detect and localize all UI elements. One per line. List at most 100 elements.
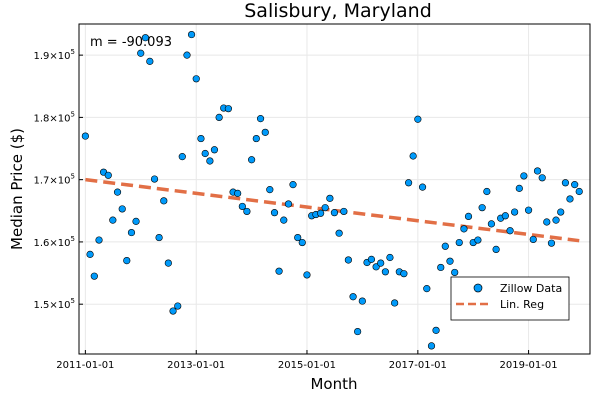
data-point bbox=[118, 205, 126, 213]
x-tick-label: 2015-01-01 bbox=[278, 360, 336, 371]
y-tick-label: 1.7×105 bbox=[34, 173, 75, 187]
y-tick-mantissa: 1.7 bbox=[34, 176, 50, 187]
data-point bbox=[547, 239, 556, 247]
data-point bbox=[367, 255, 376, 263]
data-point bbox=[81, 132, 89, 140]
data-point bbox=[303, 271, 311, 279]
y-tick-times: ×10 bbox=[49, 51, 70, 62]
y-tick-exponent: 5 bbox=[71, 297, 75, 305]
data-point bbox=[317, 209, 325, 217]
data-point bbox=[234, 189, 242, 197]
y-tick-mantissa: 1.9 bbox=[34, 51, 50, 62]
data-point bbox=[358, 297, 366, 305]
data-point bbox=[529, 235, 537, 244]
y-tick-times: ×10 bbox=[49, 300, 70, 311]
x-tick-label: 2017-01-01 bbox=[389, 360, 447, 371]
data-point bbox=[141, 34, 150, 42]
y-tick-exponent: 5 bbox=[71, 110, 75, 118]
data-point bbox=[561, 179, 570, 187]
data-point bbox=[483, 187, 491, 196]
data-point bbox=[460, 225, 468, 233]
data-point bbox=[427, 342, 436, 350]
data-point bbox=[201, 149, 209, 158]
data-point bbox=[174, 302, 182, 310]
data-point bbox=[183, 51, 191, 59]
data-point bbox=[391, 299, 399, 307]
data-point bbox=[178, 153, 186, 161]
data-point bbox=[280, 216, 288, 224]
x-tick-label: 2019-01-01 bbox=[500, 360, 558, 371]
data-point bbox=[238, 202, 246, 211]
y-tick-label: 1.8×105 bbox=[34, 110, 75, 124]
data-point bbox=[123, 257, 131, 265]
data-point bbox=[404, 179, 413, 187]
y-tick-mantissa: 1.8 bbox=[34, 113, 50, 124]
data-point bbox=[160, 197, 168, 205]
data-point bbox=[150, 175, 159, 183]
data-point bbox=[270, 209, 279, 217]
data-point bbox=[224, 105, 233, 113]
data-point bbox=[344, 256, 352, 264]
data-point bbox=[511, 208, 519, 216]
y-tick-exponent: 5 bbox=[71, 173, 75, 181]
data-point bbox=[95, 236, 103, 244]
y-tick-times: ×10 bbox=[49, 113, 70, 124]
data-point bbox=[275, 267, 283, 275]
legend-label-lin-reg: Lin. Reg bbox=[500, 298, 544, 311]
data-point bbox=[418, 183, 427, 191]
data-point bbox=[169, 307, 177, 315]
data-point bbox=[330, 209, 339, 217]
data-point bbox=[524, 206, 533, 214]
x-tick-label: 2011-01-01 bbox=[56, 360, 114, 371]
data-point bbox=[90, 272, 98, 280]
data-point bbox=[432, 326, 440, 334]
y-tick-exponent: 5 bbox=[71, 235, 75, 243]
data-point bbox=[515, 184, 523, 192]
y-axis-title: Median Price ($) bbox=[8, 128, 26, 250]
data-point bbox=[192, 75, 200, 83]
data-points bbox=[81, 30, 583, 350]
data-point bbox=[155, 233, 163, 242]
data-point bbox=[86, 250, 94, 258]
y-tick-label: 1.9×105 bbox=[34, 48, 75, 62]
data-point bbox=[386, 253, 394, 262]
legend: Zillow Data Lin. Reg bbox=[450, 276, 570, 321]
regression-line-group bbox=[85, 177, 580, 243]
data-point bbox=[446, 257, 454, 265]
data-point bbox=[575, 187, 583, 196]
data-point bbox=[409, 152, 417, 160]
data-point bbox=[478, 204, 486, 212]
data-point bbox=[132, 217, 140, 225]
data-point bbox=[464, 212, 473, 220]
y-tick-times: ×10 bbox=[49, 238, 70, 249]
data-point bbox=[261, 128, 269, 136]
data-point bbox=[492, 245, 500, 253]
data-point bbox=[206, 157, 214, 165]
data-point bbox=[197, 134, 205, 143]
data-point bbox=[455, 238, 463, 247]
data-point bbox=[487, 220, 496, 228]
data-point bbox=[566, 195, 574, 203]
y-tick-times: ×10 bbox=[49, 176, 70, 187]
data-point bbox=[400, 270, 408, 278]
legend-label-zillow-data: Zillow Data bbox=[500, 282, 562, 295]
data-point bbox=[571, 181, 579, 189]
data-point bbox=[146, 57, 154, 65]
data-point bbox=[137, 49, 145, 57]
data-point bbox=[354, 327, 362, 336]
data-point bbox=[441, 242, 449, 250]
data-point bbox=[451, 268, 459, 277]
data-point bbox=[340, 207, 348, 216]
data-point bbox=[557, 208, 565, 216]
data-point bbox=[104, 171, 112, 179]
data-point bbox=[381, 268, 389, 276]
plot-frame bbox=[78, 23, 591, 355]
data-point bbox=[520, 172, 528, 180]
data-point bbox=[210, 146, 219, 154]
data-point bbox=[266, 186, 274, 194]
data-point bbox=[215, 113, 223, 121]
data-point bbox=[248, 156, 256, 164]
y-tick-mantissa: 1.6 bbox=[34, 238, 50, 249]
data-point bbox=[349, 293, 357, 301]
